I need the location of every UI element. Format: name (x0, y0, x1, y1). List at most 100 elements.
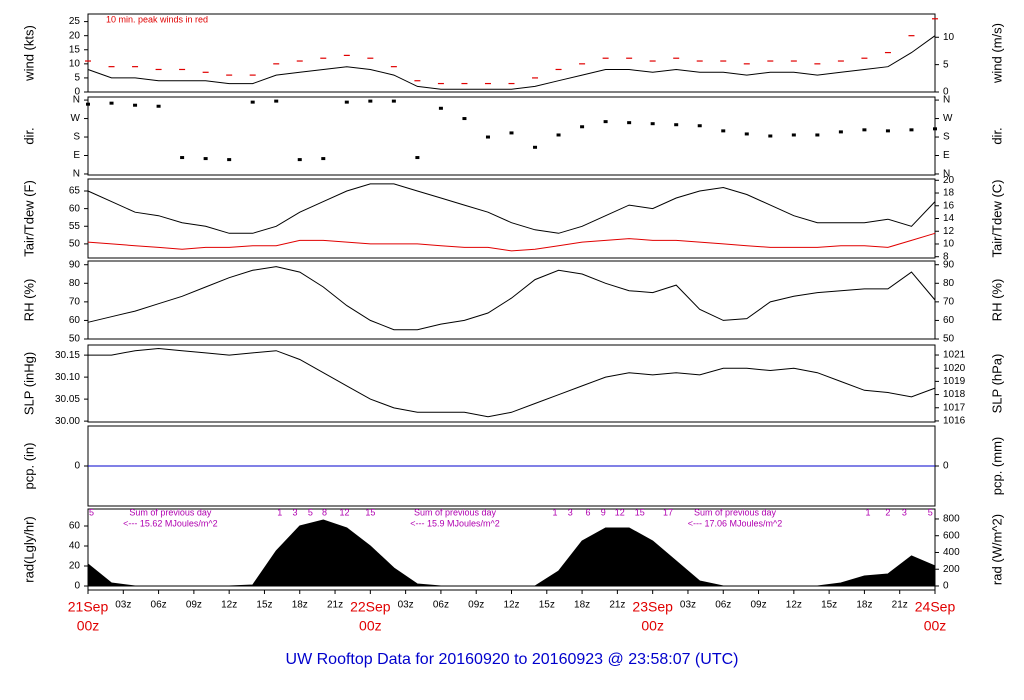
y2-tick-label: 10 (943, 32, 955, 43)
hour-marker: 1 (553, 507, 558, 517)
y-tick-label: 40 (69, 541, 81, 552)
y2-tick-label: 400 (943, 547, 960, 558)
x-tick-label: 18z (574, 600, 590, 611)
series-line (88, 347, 936, 418)
x-tick-label: 03z (398, 600, 414, 611)
y2-tick-label: 1017 (943, 402, 966, 413)
x-tick-label: 23Sep (632, 599, 673, 615)
point (109, 101, 114, 105)
x-tick-label: 15z (821, 600, 837, 611)
y2-tick-label: 200 (943, 564, 960, 575)
hour-marker: 12 (339, 507, 349, 517)
annotation: Sum of previous day (129, 507, 212, 517)
y2-axis-title: rad (W/m^2) (989, 514, 1004, 585)
point (721, 129, 726, 133)
point (391, 99, 396, 103)
x-tick-label: 21Sep (68, 599, 109, 615)
y2-tick-label: 1016 (943, 416, 966, 427)
x-tick-label: 18z (856, 600, 872, 611)
y2-tick-label: 50 (943, 334, 955, 345)
point (438, 106, 443, 110)
y2-tick-label: 1020 (943, 363, 966, 374)
x-tick-label: 15z (539, 600, 555, 611)
footer-title: UW Rooftop Data for 20160920 to 20160923… (286, 651, 739, 668)
y2-tick-label: 0 (943, 581, 949, 592)
y-tick-label: S (73, 132, 80, 143)
point (203, 157, 208, 161)
y2-tick-label: W (943, 113, 953, 124)
point (133, 103, 138, 107)
hour-marker: 5 (308, 507, 313, 517)
y-axis-title: pcp. (in) (21, 443, 36, 490)
y2-tick-label: 600 (943, 530, 960, 541)
point (815, 133, 820, 137)
point (533, 145, 538, 149)
point (697, 124, 702, 128)
hour-marker: 17 (663, 507, 673, 517)
x-tick-label: 03z (115, 600, 131, 611)
x-tick-label: 06z (433, 600, 449, 611)
point (768, 134, 773, 138)
y-tick-label: 55 (69, 221, 81, 232)
point (297, 158, 302, 162)
point (415, 156, 420, 160)
x-tick-label: 06z (715, 600, 731, 611)
point (180, 156, 185, 160)
y2-tick-label: 5 (943, 59, 949, 70)
y-tick-label: 50 (69, 334, 81, 345)
hour-marker: 5 (928, 507, 933, 517)
hour-marker: 2 (885, 507, 890, 517)
x-tick-hour: 00z (359, 618, 382, 634)
note: 10 min. peak winds in red (106, 14, 208, 24)
y2-tick-label: 1018 (943, 389, 966, 400)
point (909, 128, 914, 132)
series-area (87, 519, 936, 587)
hour-marker: 15 (365, 507, 375, 517)
y-tick-label: 10 (69, 58, 81, 69)
y2-axis-title: RH (%) (989, 279, 1004, 322)
point (227, 158, 232, 162)
x-tick-hour: 00z (641, 618, 664, 634)
y2-axis-title: SLP (hPa) (989, 354, 1004, 414)
x-tick-hour: 00z (77, 618, 100, 634)
plot-frame (87, 178, 936, 259)
y2-tick-label: 14 (943, 213, 955, 224)
y2-tick-label: 0 (943, 461, 949, 472)
y-tick-label: 30.05 (55, 394, 80, 405)
y2-tick-label: 18 (943, 188, 955, 199)
point (744, 132, 749, 136)
hour-marker: 8 (322, 507, 327, 517)
point (791, 133, 796, 137)
y-axis-title: dir. (21, 127, 36, 144)
x-tick-label: 09z (186, 600, 202, 611)
y2-tick-label: S (943, 132, 950, 143)
point (321, 157, 326, 161)
y-tick-label: 20 (69, 30, 81, 41)
y-tick-label: 80 (69, 278, 81, 289)
x-tick-hour: 00z (924, 618, 947, 634)
point (509, 131, 514, 135)
plot-frame (87, 260, 936, 340)
y2-tick-label: 10 (943, 239, 955, 250)
x-tick-label: 12z (786, 600, 802, 611)
y-tick-label: 0 (74, 581, 80, 592)
y2-tick-label: 8 (943, 251, 949, 262)
point (556, 133, 561, 137)
plot-frame (87, 344, 936, 423)
annotation: <--- 15.9 MJoules/m^2 (410, 518, 500, 528)
point (933, 127, 937, 131)
y2-tick-label: 0 (943, 87, 949, 98)
y2-tick-label: 90 (943, 259, 955, 270)
annotation: Sum of previous day (414, 507, 497, 517)
point (650, 122, 655, 126)
point (862, 128, 867, 132)
y-tick-label: 60 (69, 203, 81, 214)
x-tick-label: 12z (503, 600, 519, 611)
plot-frame (87, 96, 936, 176)
y-tick-label: 30.10 (55, 372, 80, 383)
hour-marker: 6 (585, 507, 590, 517)
y-tick-label: 50 (69, 239, 81, 250)
y2-tick-label: 20 (943, 175, 955, 186)
y2-axis-title: dir. (989, 127, 1004, 144)
y2-tick-label: 70 (943, 296, 955, 307)
